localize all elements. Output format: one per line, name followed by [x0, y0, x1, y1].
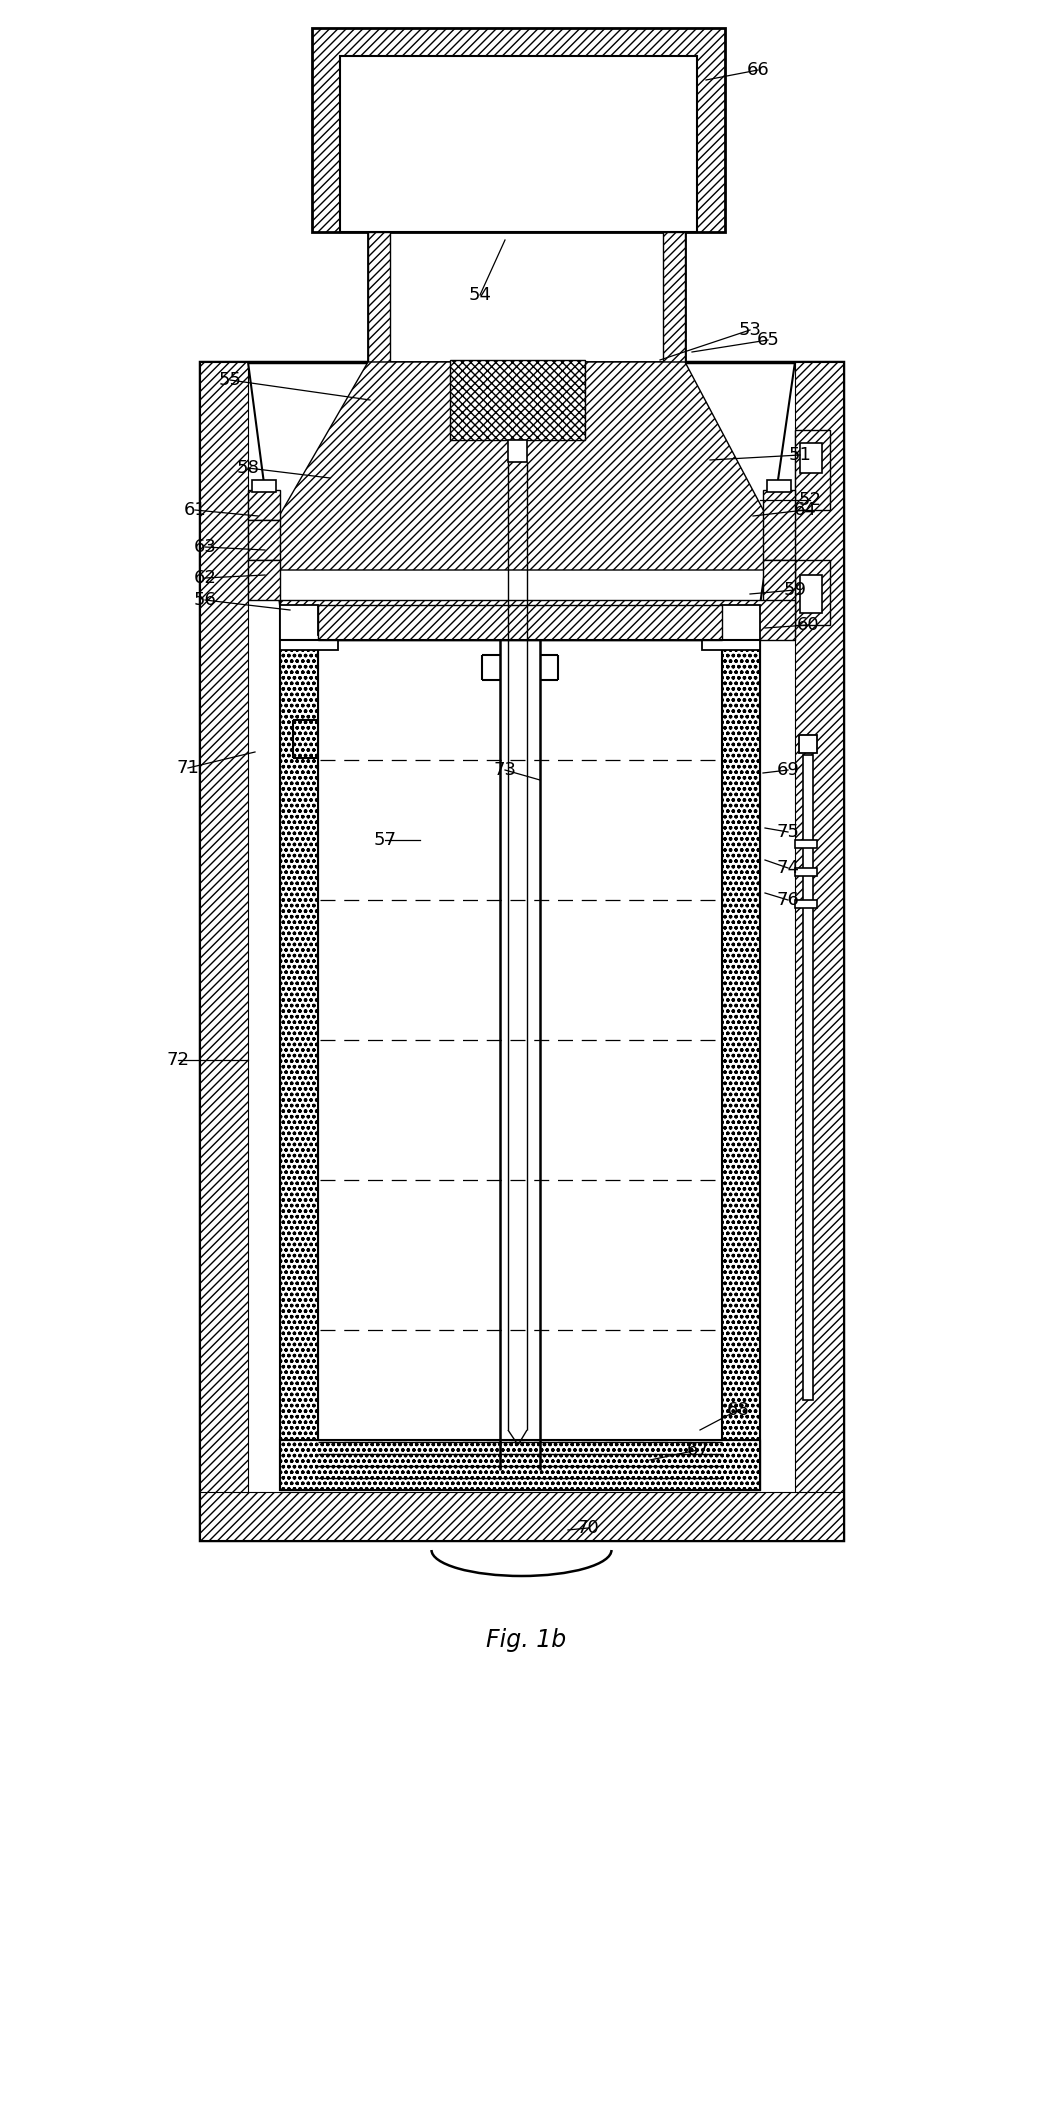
- Bar: [795, 839, 817, 847]
- Bar: [767, 481, 791, 491]
- Text: 70: 70: [576, 1520, 600, 1537]
- Polygon shape: [280, 1440, 760, 1490]
- Polygon shape: [722, 605, 760, 1490]
- Text: 60: 60: [796, 616, 820, 635]
- Polygon shape: [280, 601, 795, 641]
- Text: 64: 64: [793, 502, 816, 519]
- Polygon shape: [702, 605, 760, 649]
- Text: 74: 74: [776, 858, 800, 877]
- Polygon shape: [200, 363, 843, 1541]
- Text: 51: 51: [789, 447, 811, 464]
- Polygon shape: [368, 232, 685, 363]
- Text: 67: 67: [687, 1442, 709, 1459]
- Polygon shape: [248, 489, 280, 521]
- Text: 69: 69: [776, 761, 800, 780]
- Polygon shape: [795, 363, 843, 1541]
- Polygon shape: [663, 232, 685, 363]
- Bar: [800, 443, 822, 472]
- Polygon shape: [795, 561, 830, 624]
- Text: 58: 58: [237, 460, 260, 476]
- Polygon shape: [248, 363, 795, 569]
- Bar: [508, 441, 527, 462]
- Bar: [340, 57, 697, 232]
- Text: 68: 68: [727, 1402, 749, 1419]
- Polygon shape: [795, 430, 830, 510]
- Text: 55: 55: [219, 371, 242, 390]
- Text: 65: 65: [756, 331, 780, 350]
- Text: 75: 75: [776, 822, 800, 841]
- Text: 62: 62: [194, 569, 217, 586]
- Bar: [800, 736, 817, 753]
- Bar: [803, 755, 813, 1400]
- Polygon shape: [200, 363, 248, 1541]
- Polygon shape: [318, 605, 722, 641]
- Polygon shape: [248, 521, 280, 561]
- Text: Fig. 1b: Fig. 1b: [486, 1627, 566, 1653]
- Text: 71: 71: [177, 759, 200, 778]
- Text: 66: 66: [747, 61, 769, 78]
- Bar: [450, 360, 585, 441]
- Polygon shape: [368, 232, 390, 363]
- Polygon shape: [763, 561, 795, 616]
- Polygon shape: [312, 27, 725, 232]
- Text: 76: 76: [776, 892, 800, 909]
- Text: 63: 63: [194, 538, 217, 557]
- Polygon shape: [200, 1492, 843, 1541]
- Text: 61: 61: [184, 502, 206, 519]
- Polygon shape: [280, 605, 338, 649]
- Text: 54: 54: [468, 287, 491, 304]
- Bar: [795, 900, 817, 909]
- Bar: [800, 575, 822, 613]
- Bar: [252, 481, 276, 491]
- Text: 59: 59: [784, 582, 807, 599]
- Polygon shape: [280, 605, 318, 1490]
- Text: 52: 52: [798, 491, 822, 508]
- Text: 72: 72: [166, 1052, 189, 1069]
- Text: 53: 53: [739, 320, 762, 339]
- Polygon shape: [248, 561, 280, 601]
- Polygon shape: [763, 489, 795, 561]
- Text: 56: 56: [194, 590, 217, 609]
- Text: 57: 57: [373, 831, 397, 850]
- Bar: [795, 868, 817, 877]
- Text: 73: 73: [493, 761, 517, 780]
